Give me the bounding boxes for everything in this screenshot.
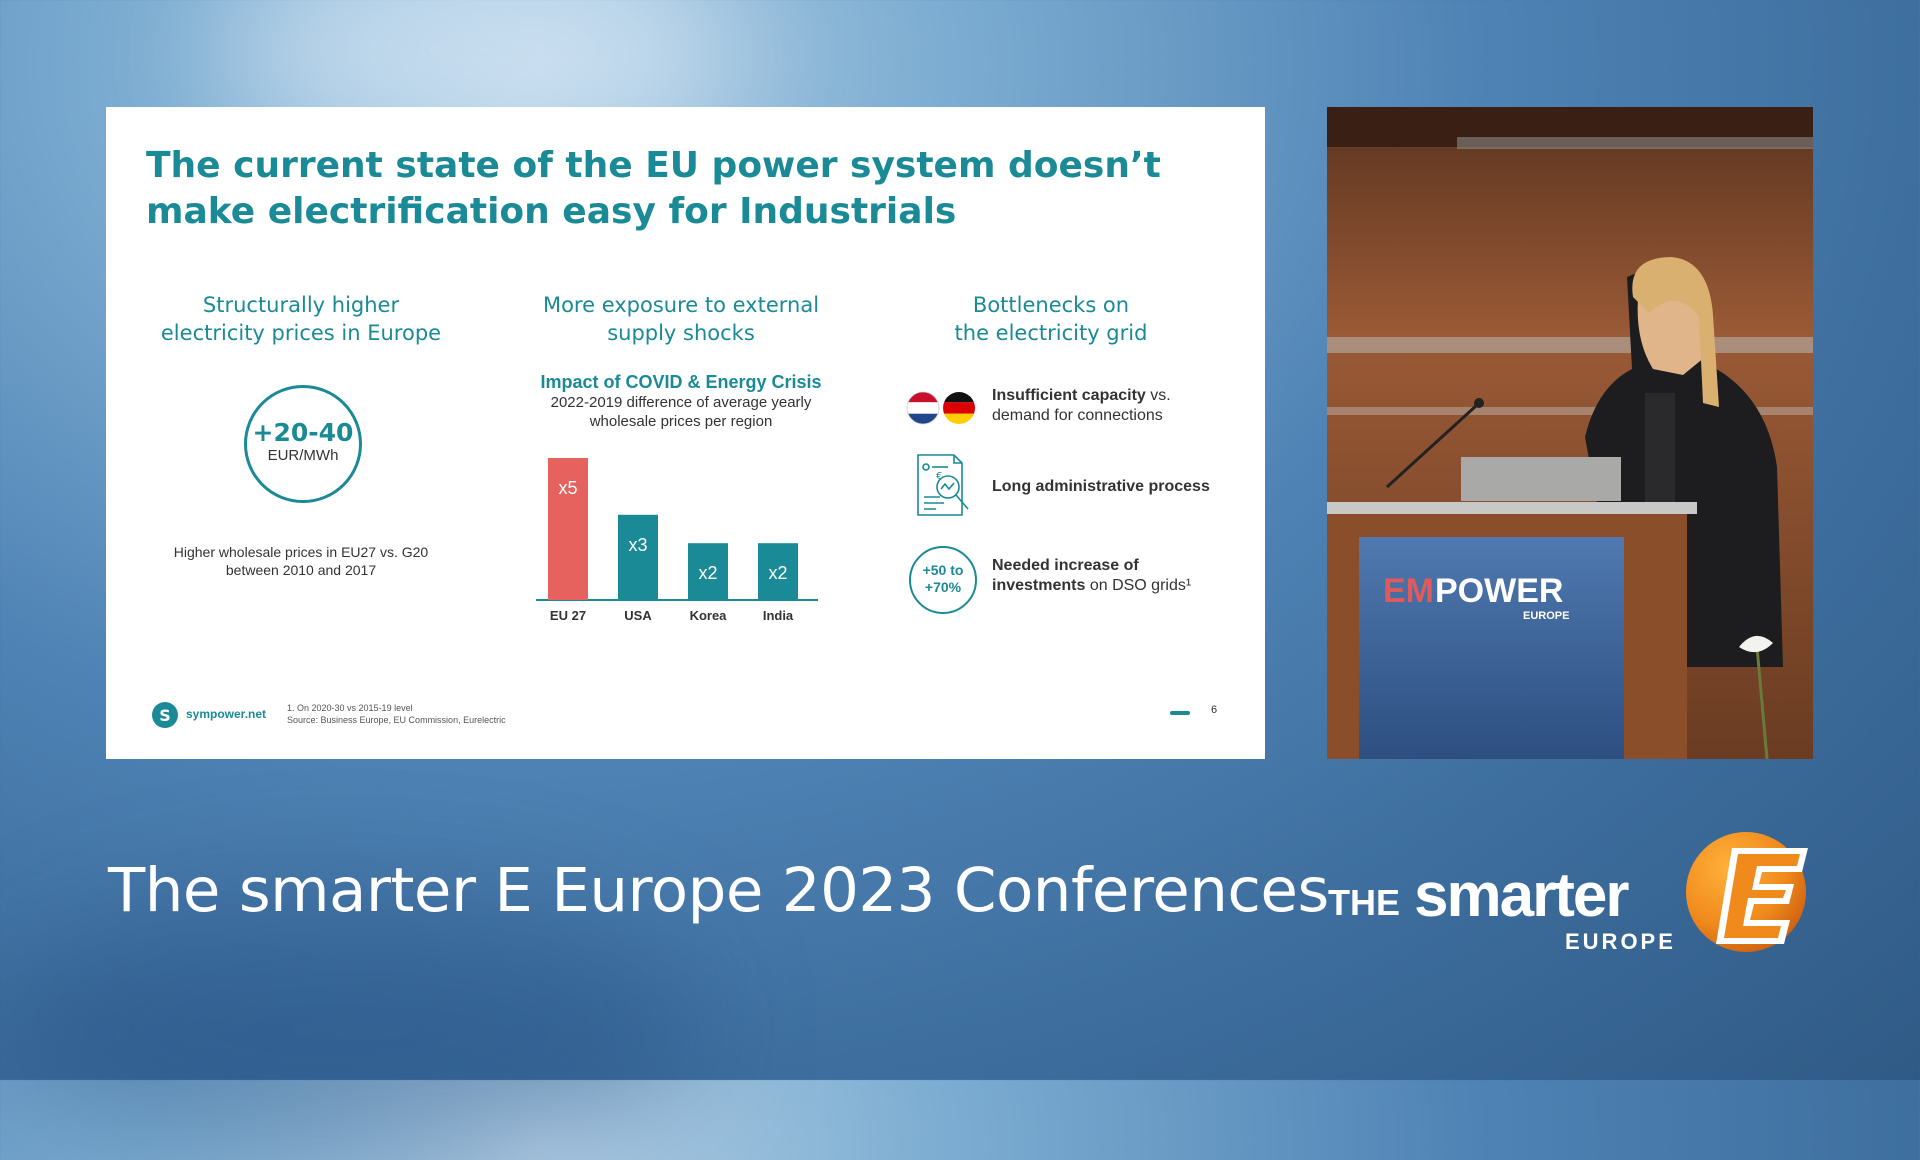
bottleneck-capacity: Insufficient capacity vs. demand for con… xyxy=(992,386,1171,426)
svg-text:€: € xyxy=(936,471,942,482)
bar-chart: x5 EU 27 x3 USA x2 Korea x2 India xyxy=(536,458,818,623)
footnote-line: Source: Business Europe, EU Commission, … xyxy=(287,715,506,725)
page-indicator xyxy=(1170,711,1190,715)
bar xyxy=(618,514,658,600)
heading-line: Bottlenecks on xyxy=(972,293,1130,317)
podium-brand-em: EM xyxy=(1383,572,1434,610)
podium-brand-power: POWER xyxy=(1435,572,1563,610)
invest-badge-line: +50 to xyxy=(922,562,964,578)
bottleneck-bold: Long administrative process xyxy=(992,478,1210,495)
chart-subtitle-line: 2022-2019 difference of average yearly xyxy=(550,394,812,411)
document-search-icon: € xyxy=(914,453,972,523)
category-tick-label: USA xyxy=(624,608,652,623)
heading-line: electricity prices in Europe xyxy=(160,321,442,345)
bottleneck-bold: investments xyxy=(992,577,1086,594)
podium-brand-sub: EUROPE xyxy=(1523,610,1569,622)
column-heading-grid: Bottlenecks on the electricity grid xyxy=(896,291,1206,347)
bottleneck-admin: Long administrative process xyxy=(992,477,1210,497)
category-tick-label: India xyxy=(763,608,794,623)
investment-increase-badge: +50 to +70% xyxy=(909,546,977,614)
caption-line: Higher wholesale prices in EU27 vs. G20 xyxy=(173,544,429,560)
conference-banner-title: The smarter E Europe 2023 Conferences xyxy=(108,855,1329,926)
bar xyxy=(758,543,798,600)
bar-data-label: x2 xyxy=(698,563,717,583)
sympower-logo-icon: S xyxy=(151,701,179,733)
page-number: 6 xyxy=(1211,704,1218,716)
caption-line: between 2010 and 2017 xyxy=(225,562,377,578)
invest-badge-line: +70% xyxy=(924,579,962,595)
price-increase-unit: EUR/MWh xyxy=(267,447,339,464)
chart-title: Impact of COVID & Energy Crisis xyxy=(540,372,822,392)
slide-title: The current state of the EU power system… xyxy=(146,145,1161,232)
category-tick-label: Korea xyxy=(690,608,728,623)
column-heading-prices: Structurally higher electricity prices i… xyxy=(126,291,476,347)
column-heading-shocks: More exposure to external supply shocks xyxy=(496,291,866,347)
heading-line: the electricity grid xyxy=(954,321,1148,345)
bottleneck-text: demand for connections xyxy=(992,407,1163,424)
footer-domain: sympower.net xyxy=(186,707,267,721)
speaker-scene: EM POWER EUROPE xyxy=(1327,107,1813,759)
bar xyxy=(688,543,728,600)
heading-line: supply shocks xyxy=(607,321,755,345)
price-increase-badge: +20-40 EUR/MWh xyxy=(244,385,362,503)
chart-subtitle-line: wholesale prices per region xyxy=(589,413,773,430)
bottleneck-text: vs. xyxy=(1145,387,1171,404)
smarter-e-brand: THE smarter EUROPE xyxy=(1328,828,1828,958)
brand-europe: EUROPE xyxy=(1565,929,1676,954)
smarter-e-logo-icon xyxy=(1686,832,1808,952)
price-increase-value: +20-40 xyxy=(252,418,354,447)
brand-smarter: smarter xyxy=(1414,861,1629,930)
speaker-video-feed: EM POWER EUROPE xyxy=(1327,107,1813,759)
svg-text:S: S xyxy=(159,706,171,725)
bar xyxy=(548,458,588,600)
bar-data-label: x3 xyxy=(628,535,647,555)
bottleneck-investment: Needed increase of investments on DSO gr… xyxy=(992,556,1191,596)
heading-line: Structurally higher xyxy=(202,293,400,317)
brand-the: THE xyxy=(1328,882,1400,923)
germany-flag-icon xyxy=(942,391,976,429)
presentation-slide: The current state of the EU power system… xyxy=(106,107,1265,759)
bottleneck-text: on DSO grids¹ xyxy=(1085,577,1192,594)
background-glow xyxy=(0,900,700,1160)
bottleneck-bold: Needed increase of xyxy=(992,557,1139,574)
category-tick-label: EU 27 xyxy=(550,608,586,623)
price-caption: Higher wholesale prices in EU27 vs. G20 … xyxy=(146,543,456,579)
bar-data-label: x2 xyxy=(768,563,787,583)
footnote: 1. On 2020-30 vs 2015-19 level Source: B… xyxy=(287,702,506,726)
footnote-line: 1. On 2020-30 vs 2015-19 level xyxy=(287,703,413,713)
bottleneck-bold: Insufficient capacity xyxy=(992,387,1146,404)
bar-data-label: x5 xyxy=(558,478,577,498)
heading-line: More exposure to external xyxy=(542,293,820,317)
chart-header: Impact of COVID & Energy Crisis 2022-201… xyxy=(506,372,856,431)
netherlands-flag-icon xyxy=(906,391,940,429)
